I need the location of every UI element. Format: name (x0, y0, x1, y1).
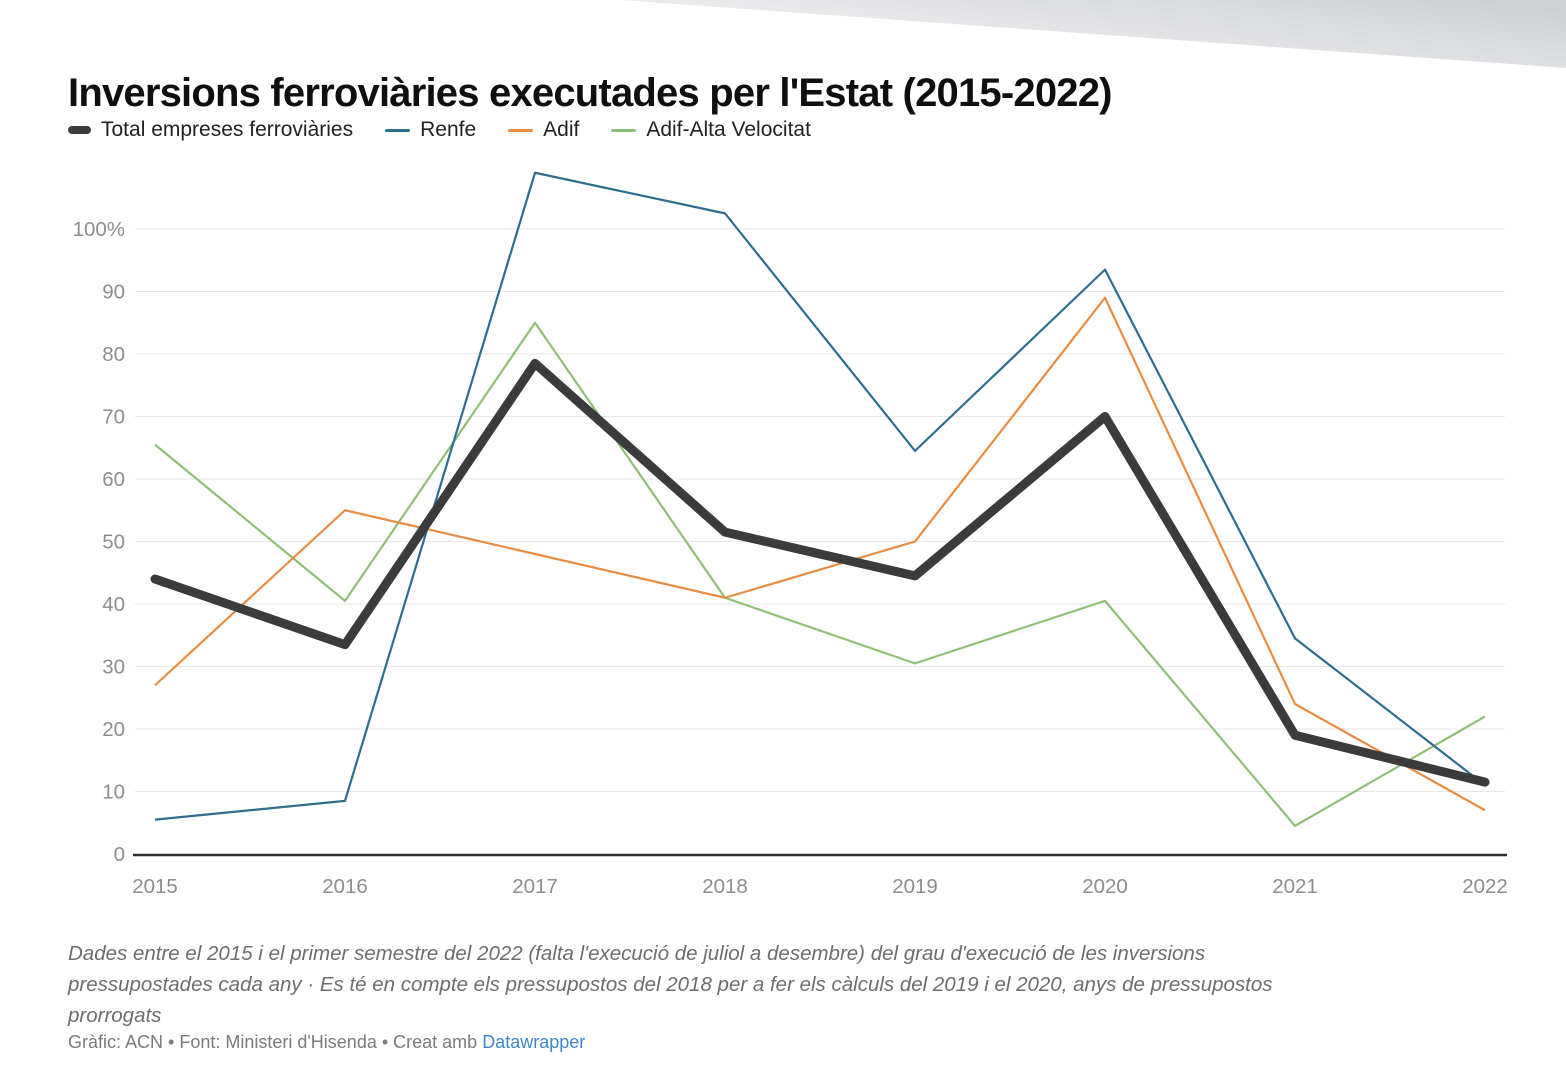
legend-dash-icon (508, 128, 534, 132)
legend-item-label: Adif (543, 118, 580, 141)
y-tick-label: 60 (102, 468, 125, 491)
y-tick-label: 50 (102, 531, 125, 554)
legend-item-label: Adif-Alta Velocitat (646, 118, 811, 141)
y-tick-label: 90 (102, 281, 125, 304)
y-tick-label: 80 (102, 343, 125, 366)
x-tick-label: 2022 (1462, 875, 1508, 898)
series-line (154, 171, 1486, 821)
x-tick-label: 2021 (1272, 875, 1318, 898)
y-tick-label: 0 (114, 843, 125, 866)
series-line (154, 296, 1486, 812)
note-line: pressupostades cada any · Es té en compt… (68, 973, 1273, 996)
legend: Total empreses ferroviàries Renfe Adif Adif… (68, 118, 811, 142)
y-tick-label: 70 (102, 406, 125, 429)
y-tick-label: 100% (73, 218, 125, 241)
series-line (154, 321, 1486, 827)
page-title: Inversions ferroviàries executades per l… (68, 70, 1112, 115)
legend-item-label: Renfe (420, 118, 477, 141)
credits-text: Gràfic: ACN • Font: Ministeri d'Hisenda … (68, 1032, 478, 1052)
legend-item: Total empreses ferroviàries (68, 118, 353, 142)
y-tick-label: 10 (102, 781, 125, 804)
y-tick-label: 40 (102, 593, 125, 616)
y-tick-label: 20 (102, 718, 125, 741)
x-tick-label: 2018 (702, 875, 748, 898)
y-tick-label: 30 (102, 656, 125, 679)
credits-line: Gràfic: ACN • Font: Ministeri d'Hisenda … (68, 1032, 1468, 1053)
chart-note: Dades entre el 2015 i el primer semestre… (68, 938, 1488, 1031)
legend-item-label: Total empreses ferroviàries (101, 118, 354, 141)
legend-dash-icon (68, 126, 91, 134)
x-tick-label: 2015 (132, 875, 178, 898)
note-line: prorrogats (68, 1004, 162, 1027)
series-line (150, 358, 1490, 787)
x-tick-label: 2016 (322, 875, 368, 898)
legend-item: Adif (508, 118, 579, 142)
legend-dash-icon (385, 128, 411, 132)
datawrapper-link[interactable]: Datawrapper (482, 1032, 586, 1052)
legend-dash-icon (611, 128, 637, 132)
chart-svg: 0 10 20 30 40 50 60 70 80 90 100% 2015 2016 2017 2018 2… (73, 171, 1508, 898)
x-tick-label: 2019 (892, 875, 938, 898)
note-line: Dades entre el 2015 i el primer semestre… (68, 942, 1206, 965)
x-tick-label: 2020 (1082, 875, 1128, 898)
legend-item: Adif-Alta Velocitat (611, 118, 811, 142)
legend-item: Renfe (385, 118, 476, 142)
x-tick-label: 2017 (512, 875, 558, 898)
